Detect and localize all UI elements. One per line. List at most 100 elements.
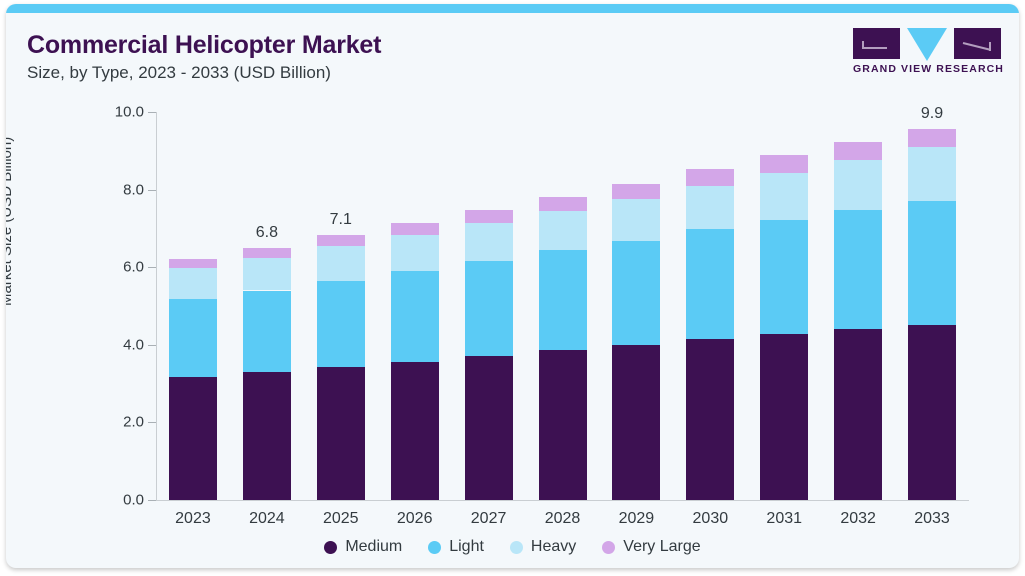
bar-segment-very-large[interactable] <box>390 223 439 235</box>
grand-view-research-logo: GRAND VIEW RESEARCH <box>853 28 1003 76</box>
bar-segment-heavy[interactable] <box>612 199 661 241</box>
legend-item-light[interactable]: Light <box>428 538 484 556</box>
y-tick-mark <box>148 344 156 346</box>
legend-label: Very Large <box>623 538 701 555</box>
bar-segment-medium[interactable] <box>168 377 217 500</box>
bar-group-2033[interactable]: 9.9 <box>908 105 957 500</box>
x-tick-label-2029: 2029 <box>618 510 655 527</box>
bar-segment-heavy[interactable] <box>316 245 365 281</box>
page-title: Commercial Helicopter Market <box>27 31 382 59</box>
x-tick-label-2031: 2031 <box>766 510 803 527</box>
y-tick-mark <box>148 189 156 191</box>
y-tick-mark <box>148 422 156 424</box>
bar-segment-medium[interactable] <box>242 371 291 500</box>
logo-left-rect-icon <box>853 28 900 59</box>
bar-segment-very-large[interactable] <box>168 259 217 269</box>
bar-segment-medium[interactable] <box>686 339 735 500</box>
bar-segment-medium[interactable] <box>760 333 809 500</box>
bar-group-2030[interactable] <box>686 168 735 500</box>
bar-segment-light[interactable] <box>612 240 661 346</box>
plot-area: 6.8 7.1 9.9 <box>156 105 969 500</box>
bar-segment-heavy[interactable] <box>464 222 513 261</box>
x-tick-label-2030: 2030 <box>692 510 729 527</box>
bar-segment-heavy[interactable] <box>242 257 291 291</box>
bar-segment-heavy[interactable] <box>538 210 587 251</box>
bar-group-2026[interactable] <box>390 223 439 500</box>
y-tick-mark <box>148 267 156 269</box>
bar-segment-heavy[interactable] <box>760 172 809 220</box>
x-tick-label-2032: 2032 <box>840 510 876 527</box>
logo-right-mark2-icon <box>989 42 991 51</box>
legend-item-heavy[interactable]: Heavy <box>509 538 576 556</box>
bar-group-2027[interactable] <box>464 209 513 500</box>
chart-card: Commercial Helicopter Market Size, by Ty… <box>6 4 1019 568</box>
bar-value-label: 9.9 <box>920 104 944 122</box>
bar-segment-light[interactable] <box>316 280 365 367</box>
bar-group-2024[interactable]: 6.8 <box>242 224 291 500</box>
y-axis-line <box>156 112 157 501</box>
bar-segment-medium[interactable] <box>464 355 513 500</box>
x-tick-label-2026: 2026 <box>396 510 433 527</box>
y-tick-mark <box>148 500 156 501</box>
y-tick-label: 8.0 <box>123 181 144 199</box>
bar-group-2031[interactable] <box>760 155 809 500</box>
bar-group-2023[interactable] <box>168 259 217 500</box>
bar-segment-heavy[interactable] <box>908 147 957 201</box>
y-tick-label: 2.0 <box>123 413 144 431</box>
bar-segment-very-large[interactable] <box>908 128 957 148</box>
bar-segment-light[interactable] <box>760 219 809 334</box>
x-tick-label-2033: 2033 <box>914 510 950 527</box>
bar-segment-medium[interactable] <box>316 366 365 500</box>
y-tick-label: 4.0 <box>123 336 144 354</box>
logo-right-rect-icon <box>954 28 1001 59</box>
bar-segment-very-large[interactable] <box>834 142 883 161</box>
y-tick-label: 10.0 <box>114 103 144 121</box>
legend-item-very-large[interactable]: Very Large <box>602 538 701 556</box>
bar-segment-heavy[interactable] <box>390 235 439 272</box>
legend-swatch-icon <box>428 540 442 554</box>
legend-swatch-icon <box>324 540 338 554</box>
logo-triangle-icon <box>907 28 947 61</box>
bar-segment-heavy[interactable] <box>168 268 217 300</box>
bar-segment-very-large[interactable] <box>686 168 735 186</box>
bar-segment-very-large[interactable] <box>760 155 809 173</box>
legend-label: Medium <box>345 538 403 555</box>
bar-segment-light[interactable] <box>464 260 513 356</box>
bar-segment-very-large[interactable] <box>612 183 661 200</box>
legend-item-medium[interactable]: Medium <box>324 538 402 556</box>
bar-group-2028[interactable] <box>538 196 587 500</box>
bar-segment-medium[interactable] <box>908 325 957 500</box>
bar-segment-light[interactable] <box>834 210 883 330</box>
bar-segment-medium[interactable] <box>390 361 439 500</box>
y-tick-label: 6.0 <box>123 258 144 276</box>
bar-segment-light[interactable] <box>908 200 957 326</box>
bar-group-2032[interactable] <box>834 142 883 500</box>
bar-value-label: 6.8 <box>255 223 278 241</box>
x-axis-line <box>156 500 969 501</box>
y-tick-mark <box>148 112 156 113</box>
bar-segment-medium[interactable] <box>538 349 587 500</box>
bar-segment-heavy[interactable] <box>834 160 883 211</box>
bar-segment-light[interactable] <box>538 250 587 350</box>
y-axis-title: Market Size (USD Billion) <box>6 136 15 306</box>
bar-segment-medium[interactable] <box>612 345 661 500</box>
page-subtitle: Size, by Type, 2023 - 2033 (USD Billion) <box>27 63 331 82</box>
bar-segment-light[interactable] <box>686 229 735 340</box>
bar-segment-heavy[interactable] <box>686 185 735 230</box>
x-tick-label-2025: 2025 <box>322 510 359 527</box>
bar-group-2029[interactable] <box>612 183 661 500</box>
bar-segment-very-large[interactable] <box>464 209 513 223</box>
x-tick-label-2027: 2027 <box>470 510 507 527</box>
y-tick-label: 0.0 <box>123 491 144 509</box>
bar-segment-light[interactable] <box>168 299 217 378</box>
bar-segment-very-large[interactable] <box>538 196 587 211</box>
legend-swatch-icon <box>509 540 523 554</box>
bar-group-2025[interactable]: 7.1 <box>316 211 365 500</box>
bar-segment-light[interactable] <box>390 271 439 362</box>
x-tick-label-2028: 2028 <box>544 510 581 527</box>
bar-segment-light[interactable] <box>242 290 291 372</box>
bar-segment-medium[interactable] <box>834 329 883 500</box>
bar-segment-very-large[interactable] <box>316 235 365 246</box>
bar-segment-very-large[interactable] <box>242 247 291 258</box>
legend-swatch-icon <box>602 540 616 554</box>
